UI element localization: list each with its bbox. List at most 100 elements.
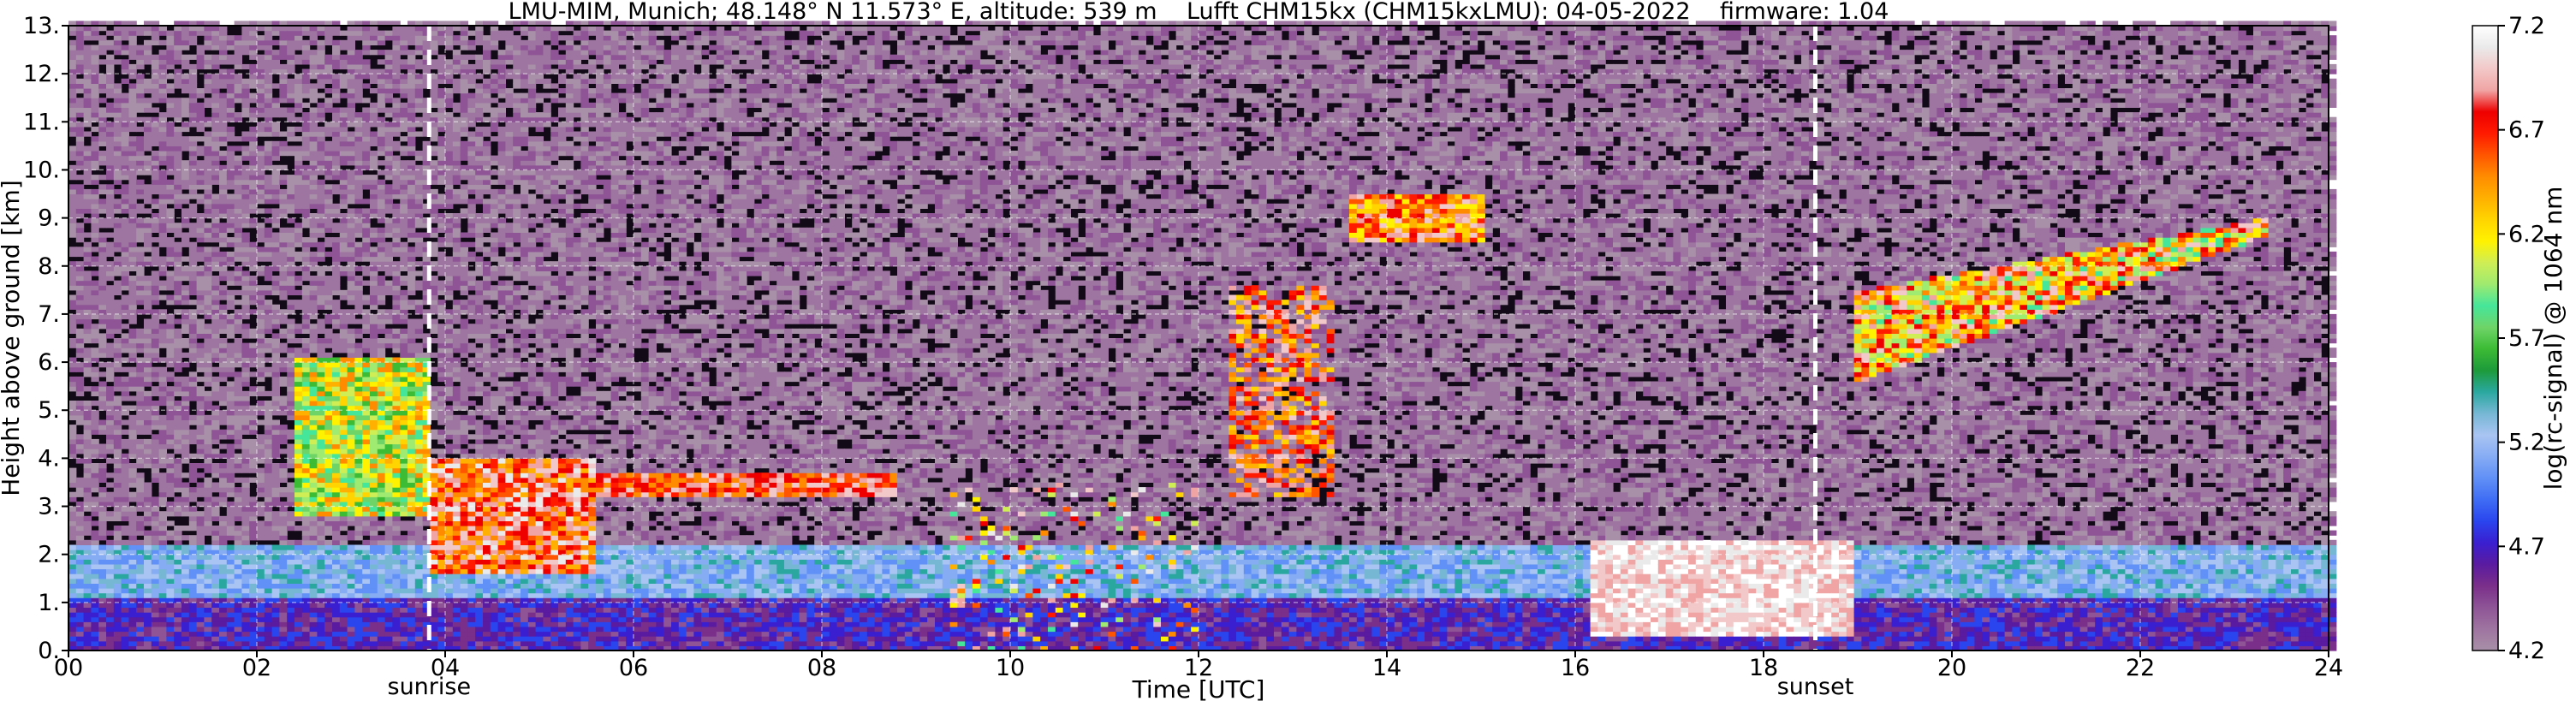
signal-cell <box>84 218 92 223</box>
signal-cell <box>128 559 136 564</box>
signal-cell <box>122 252 129 257</box>
signal-cell <box>241 64 249 69</box>
signal-cell <box>235 223 242 228</box>
signal-cell <box>241 170 249 175</box>
signal-cell <box>106 218 114 223</box>
signal-cell <box>257 608 265 613</box>
signal-cell <box>235 270 242 276</box>
signal-cell <box>219 108 227 113</box>
signal-cell <box>159 526 167 531</box>
signal-cell <box>249 583 257 588</box>
signal-cell <box>204 305 211 310</box>
signal-cell <box>136 415 144 420</box>
signal-cell <box>204 208 211 213</box>
signal-cell <box>227 228 235 233</box>
signal-cell <box>144 146 152 151</box>
signal-cell <box>152 531 159 536</box>
signal-cell <box>235 35 242 40</box>
signal-cell <box>189 555 197 560</box>
signal-cell <box>227 434 235 439</box>
signal-cell <box>219 50 227 55</box>
signal-cell <box>106 223 114 228</box>
signal-cell <box>235 98 242 103</box>
signal-cell <box>152 64 159 69</box>
signal-cell <box>91 199 98 204</box>
signal-cell <box>91 531 98 536</box>
signal-cell <box>241 79 249 84</box>
signal-cell <box>235 156 242 161</box>
signal-cell <box>197 93 205 98</box>
signal-cell <box>114 199 122 204</box>
signal-cell <box>204 343 211 348</box>
signal-cell <box>189 627 197 632</box>
signal-cell <box>241 199 249 204</box>
signal-cell <box>136 496 144 502</box>
signal-cell <box>227 636 235 641</box>
signal-cell <box>159 386 167 391</box>
signal-cell <box>144 285 152 290</box>
signal-cell <box>152 281 159 286</box>
signal-cell <box>106 391 114 396</box>
signal-cell <box>174 281 181 286</box>
signal-cell <box>144 141 152 146</box>
signal-cell <box>219 252 227 257</box>
signal-cell <box>128 520 136 526</box>
signal-cell <box>249 132 257 137</box>
signal-cell <box>84 608 92 613</box>
signal-cell <box>106 266 114 271</box>
signal-cell <box>197 112 205 117</box>
signal-cell <box>128 434 136 439</box>
signal-cell <box>189 573 197 579</box>
signal-cell <box>114 555 122 560</box>
signal-cell <box>227 343 235 348</box>
signal-cell <box>91 333 98 338</box>
signal-cell <box>181 608 189 613</box>
signal-cell <box>159 59 167 64</box>
signal-cell <box>235 343 242 348</box>
signal-cell <box>235 425 242 430</box>
signal-cell <box>204 377 211 382</box>
signal-cell <box>219 74 227 79</box>
signal-cell <box>227 146 235 151</box>
signal-cell <box>91 386 98 391</box>
signal-cell <box>166 603 174 608</box>
signal-cell <box>68 511 76 516</box>
backscatter-field <box>68 21 2336 651</box>
signal-cell <box>68 199 76 204</box>
signal-cell <box>189 641 197 646</box>
signal-cell <box>249 507 257 512</box>
signal-cell <box>211 141 219 146</box>
signal-cell <box>144 632 152 637</box>
signal-cell <box>166 319 174 324</box>
signal-cell <box>136 194 144 199</box>
signal-cell <box>106 492 114 497</box>
signal-cell <box>166 492 174 497</box>
signal-cell <box>144 290 152 295</box>
signal-cell <box>76 112 84 117</box>
signal-cell <box>84 487 92 492</box>
signal-cell <box>91 593 98 598</box>
signal-cell <box>106 285 114 290</box>
signal-cell <box>197 108 205 113</box>
signal-cell <box>181 40 189 45</box>
signal-cell <box>241 88 249 93</box>
signal-cell <box>128 516 136 521</box>
signal-cell <box>197 569 205 574</box>
signal-cell <box>122 555 129 560</box>
signal-cell <box>189 386 197 391</box>
signal-cell <box>68 386 76 391</box>
signal-cell <box>249 79 257 84</box>
signal-cell <box>128 492 136 497</box>
signal-cell <box>144 343 152 348</box>
signal-cell <box>76 516 84 521</box>
signal-cell <box>128 526 136 531</box>
signal-cell <box>122 420 129 425</box>
signal-cell <box>204 79 211 84</box>
signal-cell <box>159 636 167 641</box>
signal-cell <box>219 348 227 353</box>
signal-cell <box>152 621 159 627</box>
signal-cell <box>219 79 227 84</box>
signal-cell <box>91 141 98 146</box>
signal-cell <box>144 218 152 223</box>
signal-cell <box>204 511 211 516</box>
